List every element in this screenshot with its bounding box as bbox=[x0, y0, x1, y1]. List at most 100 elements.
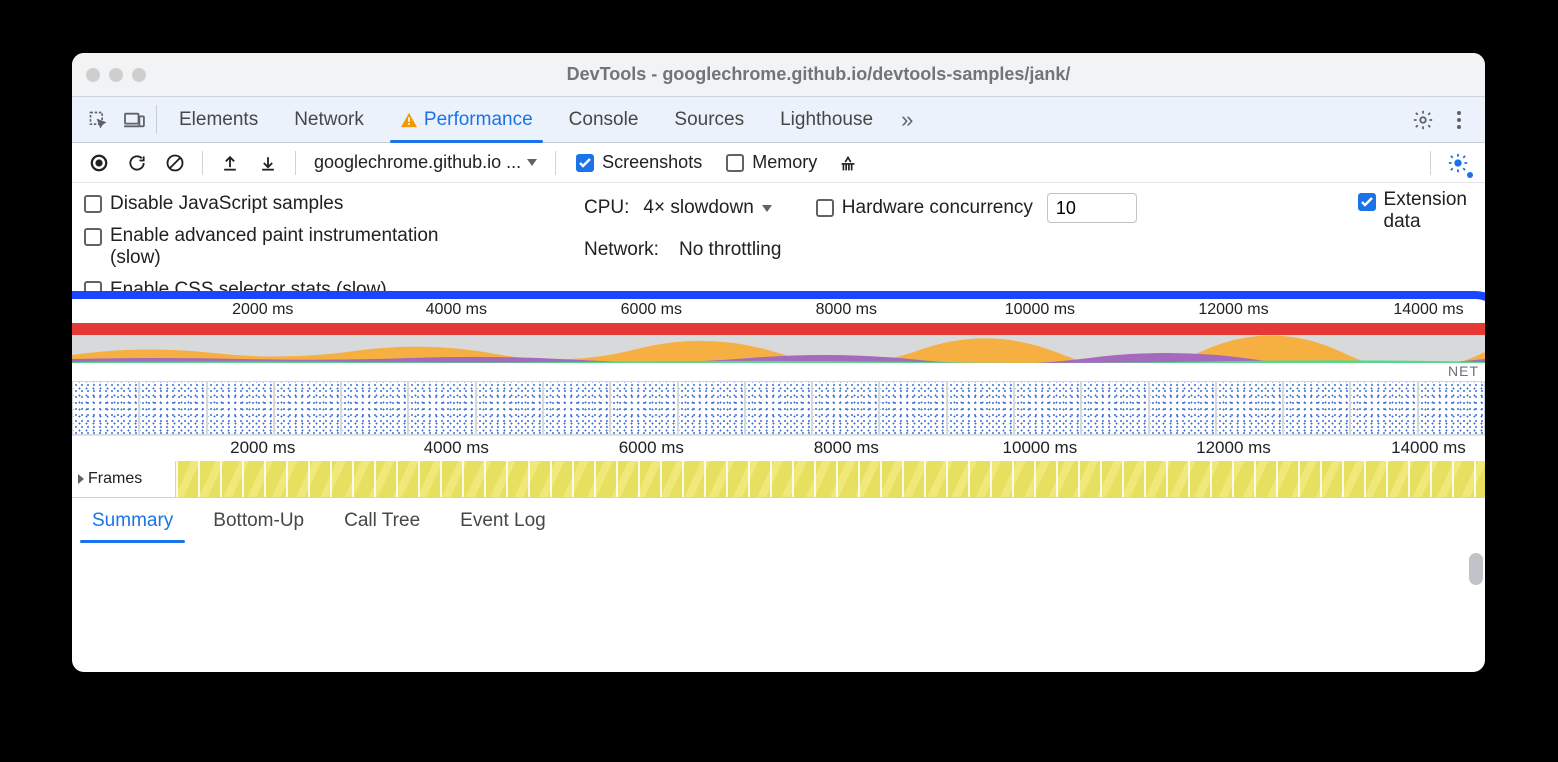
ruler-tick: 2000 ms bbox=[232, 301, 293, 319]
tab-elements[interactable]: Elements bbox=[161, 97, 276, 142]
screenshot-thumb[interactable] bbox=[1283, 381, 1350, 435]
hw-concurrency-input[interactable] bbox=[1047, 193, 1137, 223]
screenshot-thumb[interactable] bbox=[72, 381, 139, 435]
upload-button[interactable] bbox=[213, 146, 247, 180]
screenshot-thumb[interactable] bbox=[879, 381, 946, 435]
screenshot-thumb[interactable] bbox=[139, 381, 206, 435]
ruler-tick: 14000 ms bbox=[1391, 438, 1466, 458]
tab-sources[interactable]: Sources bbox=[656, 97, 762, 142]
overview-ruler[interactable]: 2000 ms 4000 ms 6000 ms 8000 ms 10000 ms 1200… bbox=[72, 299, 1485, 323]
screenshot-thumb[interactable] bbox=[1014, 381, 1081, 435]
tab-network[interactable]: Network bbox=[276, 97, 382, 142]
screenshots-checkbox[interactable]: Screenshots bbox=[566, 152, 712, 173]
checkbox-icon bbox=[84, 228, 102, 246]
net-label: NET bbox=[1448, 363, 1479, 379]
frames-track-label[interactable]: Frames bbox=[72, 461, 176, 497]
cpu-label: CPU: bbox=[584, 197, 629, 219]
ruler-tick: 8000 ms bbox=[814, 438, 879, 458]
screenshot-thumb[interactable] bbox=[1216, 381, 1283, 435]
tab-event-log[interactable]: Event Log bbox=[440, 498, 566, 543]
settings-icon[interactable] bbox=[1405, 109, 1441, 131]
minimize-dot[interactable] bbox=[109, 68, 123, 82]
traffic-lights bbox=[86, 68, 146, 82]
screenshot-thumb[interactable] bbox=[543, 381, 610, 435]
tab-console[interactable]: Console bbox=[551, 97, 657, 142]
ruler-tick: 4000 ms bbox=[426, 301, 487, 319]
cpu-throttle-select[interactable]: 4× slowdown bbox=[643, 197, 771, 219]
hw-concurrency-checkbox[interactable]: Hardware concurrency bbox=[816, 197, 1033, 219]
checkbox-icon bbox=[1358, 193, 1376, 211]
device-toggle-icon[interactable] bbox=[116, 97, 152, 142]
tab-call-tree[interactable]: Call Tree bbox=[324, 498, 440, 543]
screenshot-thumb[interactable] bbox=[1081, 381, 1148, 435]
ruler-tick: 12000 ms bbox=[1198, 301, 1268, 319]
network-row: Network: No throttling bbox=[584, 239, 1473, 261]
screenshot-thumb[interactable] bbox=[1350, 381, 1417, 435]
ruler-tick: 8000 ms bbox=[816, 301, 877, 319]
flame-ruler[interactable]: 2000 ms4000 ms6000 ms8000 ms10000 ms1200… bbox=[72, 435, 1485, 461]
screenshot-filmstrip[interactable] bbox=[72, 381, 1485, 435]
screenshot-thumb[interactable] bbox=[274, 381, 341, 435]
cpu-row: CPU: 4× slowdown Hardware concurrency bbox=[584, 193, 1473, 223]
network-value: No throttling bbox=[679, 239, 781, 261]
paint-instr-label: Enable advanced paint instrumentation (s… bbox=[110, 225, 470, 269]
screenshot-thumb[interactable] bbox=[476, 381, 543, 435]
tab-lighthouse[interactable]: Lighthouse bbox=[762, 97, 891, 142]
screenshot-thumb[interactable] bbox=[812, 381, 879, 435]
scrollbar-thumb[interactable] bbox=[1469, 553, 1483, 585]
ruler-tick: 10000 ms bbox=[1003, 438, 1078, 458]
title-url: googlechrome.github.io/devtools-samples/… bbox=[662, 64, 1070, 84]
tab-overflow[interactable]: » bbox=[891, 97, 923, 142]
screenshot-thumb[interactable] bbox=[678, 381, 745, 435]
inspect-icon[interactable] bbox=[80, 97, 116, 142]
css-stats-checkbox[interactable]: Enable CSS selector stats (slow) bbox=[84, 279, 564, 301]
download-button[interactable] bbox=[251, 146, 285, 180]
overview-timeline[interactable]: 2000 ms 4000 ms 6000 ms 8000 ms 10000 ms 1200… bbox=[72, 299, 1485, 497]
memory-label: Memory bbox=[752, 152, 817, 173]
extension-label-1: Extension bbox=[1384, 189, 1467, 211]
tab-bottom-up[interactable]: Bottom-Up bbox=[193, 498, 324, 543]
window-title: DevTools - googlechrome.github.io/devtoo… bbox=[166, 64, 1471, 85]
disable-js-checkbox[interactable]: Disable JavaScript samples bbox=[84, 193, 564, 215]
tab-performance[interactable]: Performance bbox=[382, 97, 551, 142]
frames-label: Frames bbox=[88, 470, 142, 488]
screenshot-thumb[interactable] bbox=[1149, 381, 1216, 435]
cpu-throttle-value: 4× slowdown bbox=[643, 197, 753, 219]
frames-flame[interactable] bbox=[176, 461, 1485, 497]
hw-concurrency-label: Hardware concurrency bbox=[842, 197, 1033, 219]
screenshot-thumb[interactable] bbox=[947, 381, 1014, 435]
kebab-icon[interactable] bbox=[1441, 110, 1477, 130]
paint-instr-checkbox[interactable]: Enable advanced paint instrumentation (s… bbox=[84, 225, 564, 269]
ruler-tick: 14000 ms bbox=[1393, 301, 1463, 319]
ruler-tick: 2000 ms bbox=[230, 438, 295, 458]
net-strip: NET bbox=[72, 363, 1485, 381]
capture-settings-icon[interactable] bbox=[1441, 146, 1475, 180]
record-button[interactable] bbox=[82, 146, 116, 180]
reload-record-button[interactable] bbox=[120, 146, 154, 180]
origin-dropdown[interactable]: googlechrome.github.io ... bbox=[306, 148, 545, 177]
close-dot[interactable] bbox=[86, 68, 100, 82]
ruler-tick: 10000 ms bbox=[1005, 301, 1075, 319]
extension-label-2: data bbox=[1384, 211, 1467, 233]
title-prefix: DevTools - bbox=[567, 64, 663, 84]
screenshot-thumb[interactable] bbox=[1418, 381, 1485, 435]
memory-checkbox[interactable]: Memory bbox=[716, 152, 827, 173]
clear-button[interactable] bbox=[158, 146, 192, 180]
screenshot-thumb[interactable] bbox=[408, 381, 475, 435]
disable-js-label: Disable JavaScript samples bbox=[110, 193, 343, 215]
devtools-window: DevTools - googlechrome.github.io/devtoo… bbox=[72, 53, 1485, 672]
extension-data-checkbox[interactable]: Extension data bbox=[1358, 189, 1467, 233]
ruler-tick: 6000 ms bbox=[621, 301, 682, 319]
frames-track[interactable]: Frames bbox=[72, 461, 1485, 497]
capture-settings: Disable JavaScript samples Enable advanc… bbox=[72, 183, 1485, 303]
checkbox-icon bbox=[84, 195, 102, 213]
zoom-dot[interactable] bbox=[132, 68, 146, 82]
tab-summary[interactable]: Summary bbox=[72, 498, 193, 543]
screenshot-thumb[interactable] bbox=[610, 381, 677, 435]
disclosure-icon bbox=[78, 474, 84, 484]
screenshot-thumb[interactable] bbox=[745, 381, 812, 435]
panel-tabstrip: Elements Network Performance Console Sou… bbox=[72, 97, 1485, 143]
screenshot-thumb[interactable] bbox=[207, 381, 274, 435]
screenshot-thumb[interactable] bbox=[341, 381, 408, 435]
gc-button[interactable] bbox=[831, 146, 865, 180]
